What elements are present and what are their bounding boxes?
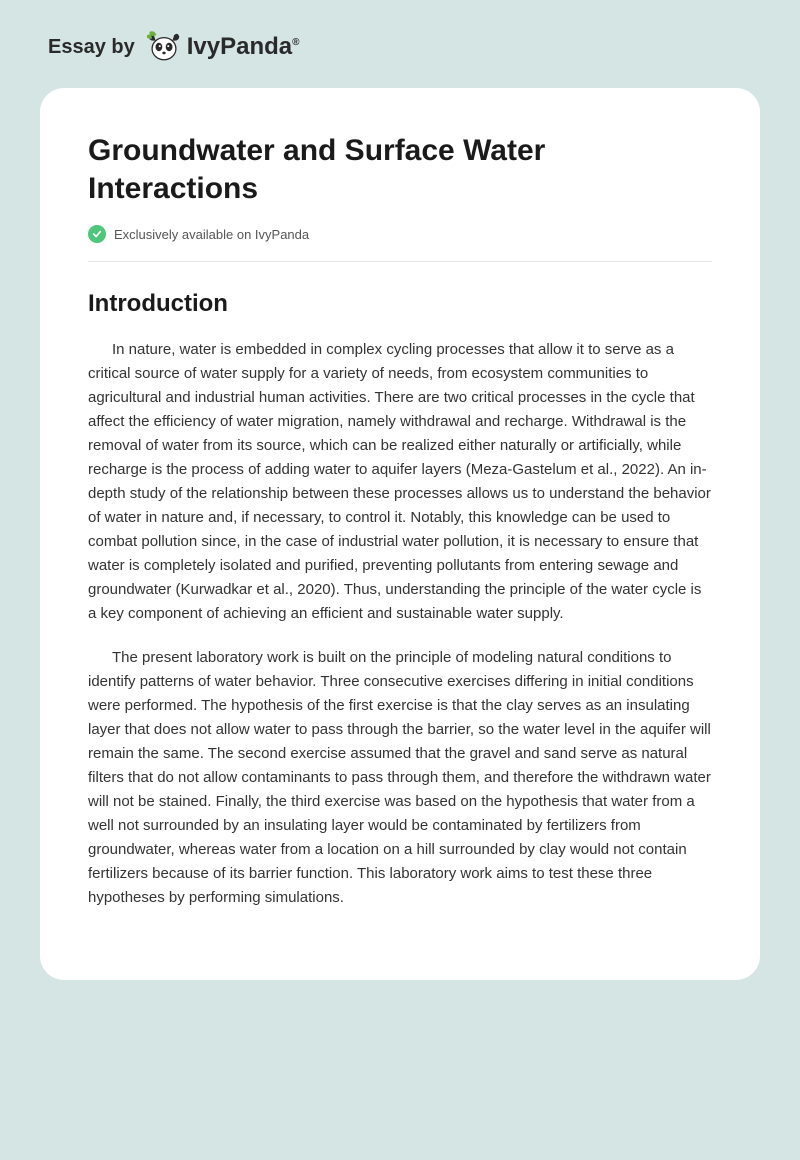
intro-paragraph-2: The present laboratory work is built on … — [88, 646, 712, 910]
intro-paragraph-1: In nature, water is embedded in complex … — [88, 338, 712, 626]
exclusive-row: Exclusively available on IvyPanda — [88, 225, 712, 262]
brand-logo: IvyPanda® — [147, 30, 300, 64]
page-header: Essay by IvyPanda® — [40, 30, 760, 64]
brand-name: IvyPanda® — [187, 33, 300, 61]
check-icon — [88, 225, 106, 243]
section-heading: Introduction — [88, 290, 712, 318]
brand-text: IvyPanda — [187, 33, 292, 60]
essay-title: Groundwater and Surface Water Interactio… — [88, 132, 712, 207]
essay-by-label: Essay by — [48, 36, 135, 59]
essay-card: Groundwater and Surface Water Interactio… — [40, 88, 760, 980]
exclusive-label: Exclusively available on IvyPanda — [114, 227, 309, 242]
panda-icon — [147, 30, 181, 64]
registered-mark: ® — [292, 37, 299, 48]
